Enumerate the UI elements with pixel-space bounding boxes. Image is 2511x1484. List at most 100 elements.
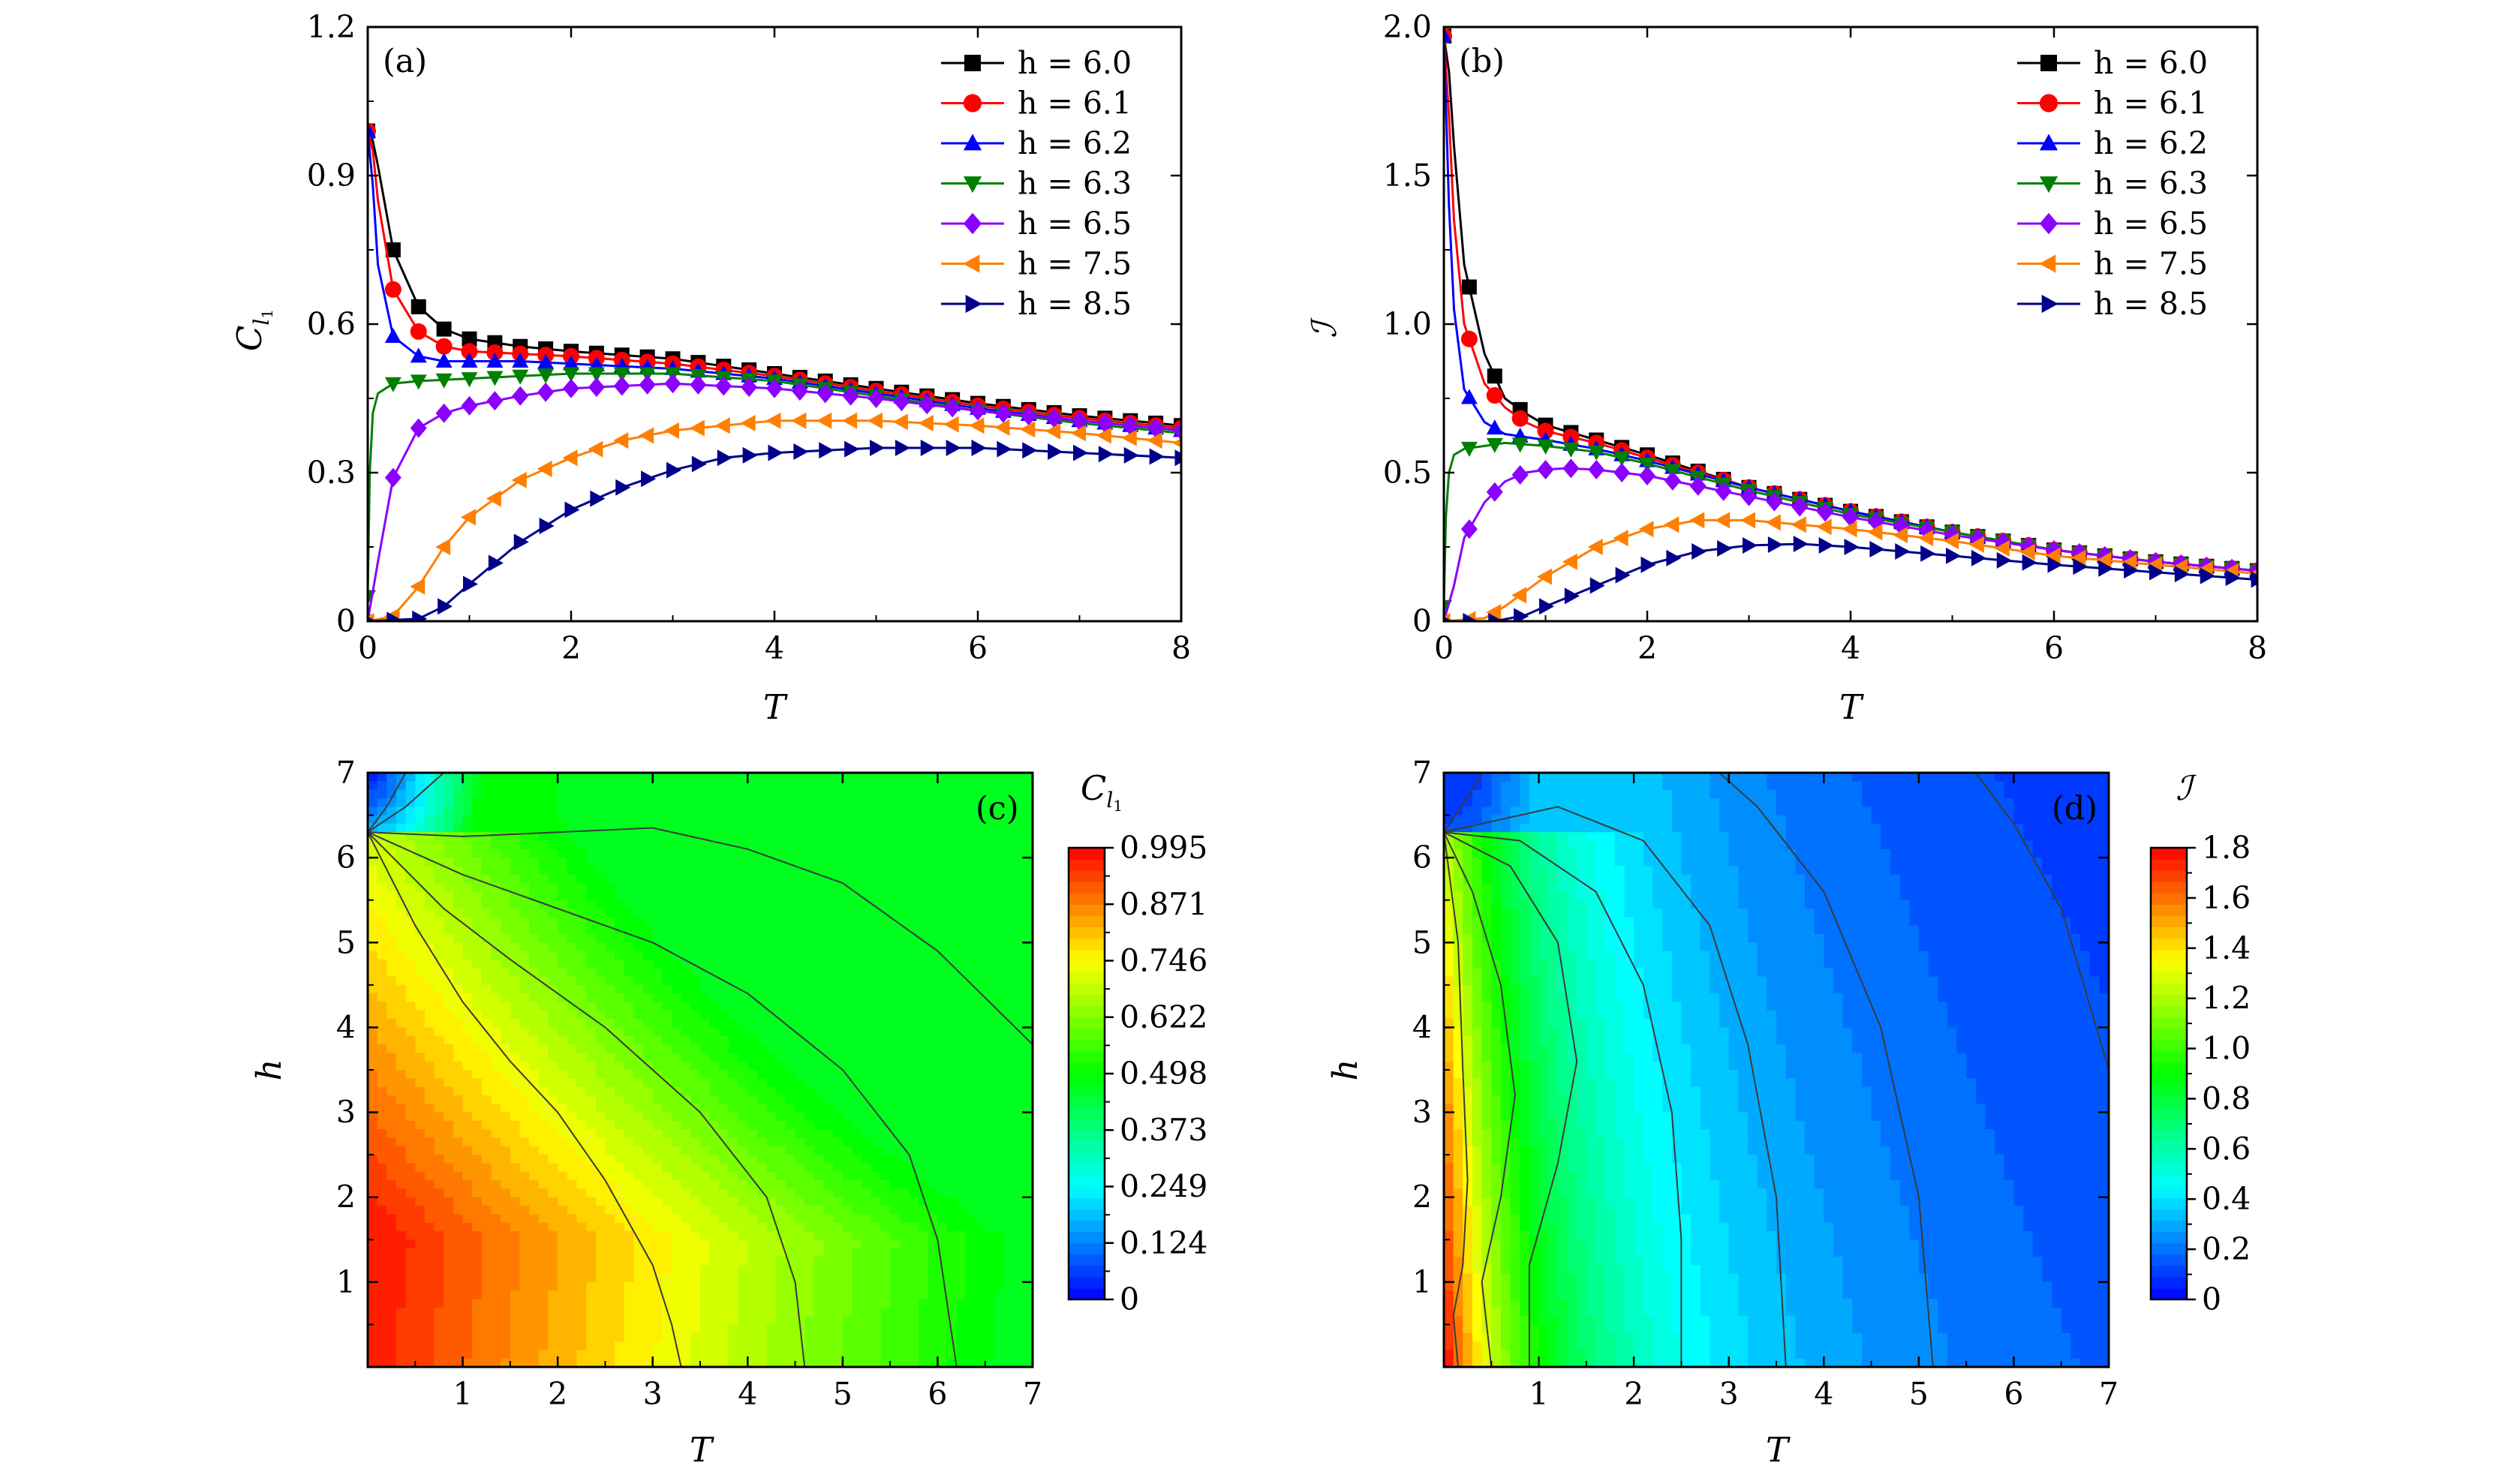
heat-cell-c-4246 — [937, 1163, 948, 1173]
heat-cell-c-1442 — [558, 1129, 568, 1139]
heat-cell-c-1325 — [538, 1324, 549, 1334]
heat-cell-c-1180 — [519, 1281, 530, 1291]
heat-cell-c-2007 — [633, 1171, 644, 1181]
heat-cell-c-2973 — [766, 1053, 777, 1062]
heat-cell-c-3337 — [813, 1171, 825, 1181]
heat-cell-c-4115 — [919, 1239, 929, 1249]
heat-cell-c-2301 — [672, 1290, 682, 1300]
heat-cell-c-2149 — [652, 1188, 663, 1198]
heat-cell-c-1155 — [519, 1070, 530, 1080]
heat-cell-c-3450 — [833, 942, 844, 952]
heat-cell-c-792 — [472, 959, 483, 969]
heat-cell-c-2489 — [700, 1104, 711, 1113]
heat-cell-c-845 — [481, 815, 492, 825]
heat-cell-c-829 — [472, 1273, 483, 1283]
heat-cell-c-1658 — [586, 1180, 597, 1190]
heat-cell-c-453 — [424, 1053, 435, 1062]
series-marker-b-3-1 — [1460, 441, 1478, 457]
heat-cell-c-2088 — [643, 1265, 654, 1275]
heat-cell-c-717 — [462, 917, 474, 927]
heat-cell-c-3092 — [785, 874, 796, 884]
series-marker-b-6-4 — [1539, 598, 1554, 615]
heat-cell-c-937 — [491, 1002, 501, 1011]
heat-cell-c-3390 — [823, 1027, 834, 1037]
heat-cell-c-1555 — [576, 900, 587, 909]
heat-cell-c-1490 — [567, 942, 578, 952]
heat-cell-c-821 — [472, 1206, 483, 1215]
heat-cell-c-3236 — [804, 909, 815, 918]
heat-cell-c-2497 — [700, 1171, 711, 1181]
heat-cell-c-2566 — [709, 1163, 720, 1173]
heat-cell-c-3428 — [823, 1350, 834, 1359]
heat-cell-c-1342 — [548, 874, 558, 884]
heat-cell-c-3448 — [833, 925, 844, 935]
x-tick-label-a-4: 8 — [1171, 630, 1191, 666]
heat-cell-c-530 — [434, 1112, 445, 1122]
heat-cell-c-1140 — [519, 942, 530, 952]
heat-cell-c-3546 — [842, 1163, 853, 1173]
heat-cell-c-463 — [424, 1137, 435, 1147]
heat-cell-c-1985 — [633, 984, 644, 994]
heat-cell-c-1989 — [633, 1019, 644, 1029]
heat-cell-c-259 — [395, 1188, 407, 1198]
heat-cell-c-2587 — [709, 1341, 720, 1351]
heat-cell-c-3276 — [804, 1248, 815, 1257]
heat-cell-c-2503 — [700, 1222, 711, 1232]
heat-cell-c-3890 — [890, 1112, 901, 1122]
heat-cell-c-3695 — [862, 1239, 872, 1249]
heat-cell-c-2988 — [766, 1180, 777, 1190]
heat-cell-c-246 — [395, 1078, 407, 1088]
heat-cell-c-591 — [444, 1035, 454, 1045]
heat-cell-c-1425 — [558, 984, 568, 994]
heat-cell-c-830 — [472, 1281, 483, 1291]
heat-cell-c-4064 — [919, 807, 929, 816]
heat-cell-c-1259 — [529, 1358, 540, 1367]
heat-cell-c-2096 — [643, 1332, 654, 1342]
series-marker-b-5-6 — [1587, 539, 1603, 555]
heat-cell-c-1976 — [633, 909, 644, 918]
heat-cell-c-2688 — [728, 1010, 739, 1020]
heat-cell-c-3136 — [785, 1248, 796, 1257]
heat-cell-c-2876 — [756, 823, 768, 833]
heat-cell-c-2938 — [756, 1350, 768, 1359]
heat-cell-c-987 — [501, 832, 511, 842]
heat-cell-c-70 — [377, 773, 388, 783]
heat-cell-c-1821 — [615, 781, 625, 791]
heat-cell-c-2783 — [738, 1222, 749, 1232]
heat-cell-c-3470 — [833, 1112, 844, 1122]
heat-cell-c-2719 — [728, 1273, 739, 1283]
heat-cell-c-401 — [415, 1206, 426, 1215]
heat-cell-c-1744 — [595, 1316, 606, 1326]
heat-cell-c-2269 — [672, 1019, 682, 1029]
heat-cell-c-391 — [415, 1120, 426, 1130]
heat-cell-c-2181 — [662, 866, 672, 876]
series-marker-a-3-11 — [639, 367, 656, 383]
heat-cell-c-1322 — [538, 1299, 549, 1308]
heat-cell-c-1337 — [548, 832, 558, 842]
heat-cell-c-2956 — [766, 909, 777, 918]
heat-cell-c-2960 — [766, 942, 777, 952]
heat-cell-c-1014 — [501, 1061, 511, 1071]
heat-cell-c-1590 — [576, 1197, 587, 1206]
heat-cell-c-761 — [462, 1290, 474, 1300]
heat-cell-c-2867 — [747, 1341, 758, 1351]
heat-cell-c-3566 — [842, 1332, 853, 1342]
heat-cell-c-3195 — [795, 1155, 806, 1164]
heat-cell-c-3682 — [862, 1129, 872, 1139]
heat-cell-c-876 — [481, 1078, 492, 1088]
heat-cell-c-2888 — [756, 925, 768, 935]
heat-cell-c-931 — [491, 951, 501, 960]
x-axis-label-a: T — [763, 687, 788, 727]
heat-cell-c-3342 — [813, 1214, 825, 1224]
heat-cell-c-2932 — [756, 1299, 768, 1308]
heat-cell-c-3343 — [813, 1222, 825, 1232]
heat-cell-c-1453 — [558, 1222, 568, 1232]
heat-cell-c-2458 — [700, 840, 711, 850]
heat-cell-c-3314 — [813, 976, 825, 986]
heat-cell-c-4188 — [928, 1265, 939, 1275]
heat-cell-c-644 — [453, 891, 464, 901]
heat-cell-c-1081 — [510, 1035, 521, 1045]
heat-cell-c-1725 — [595, 1155, 606, 1164]
heat-cell-c-858 — [481, 925, 492, 935]
heat-cell-c-1244 — [529, 1230, 540, 1241]
